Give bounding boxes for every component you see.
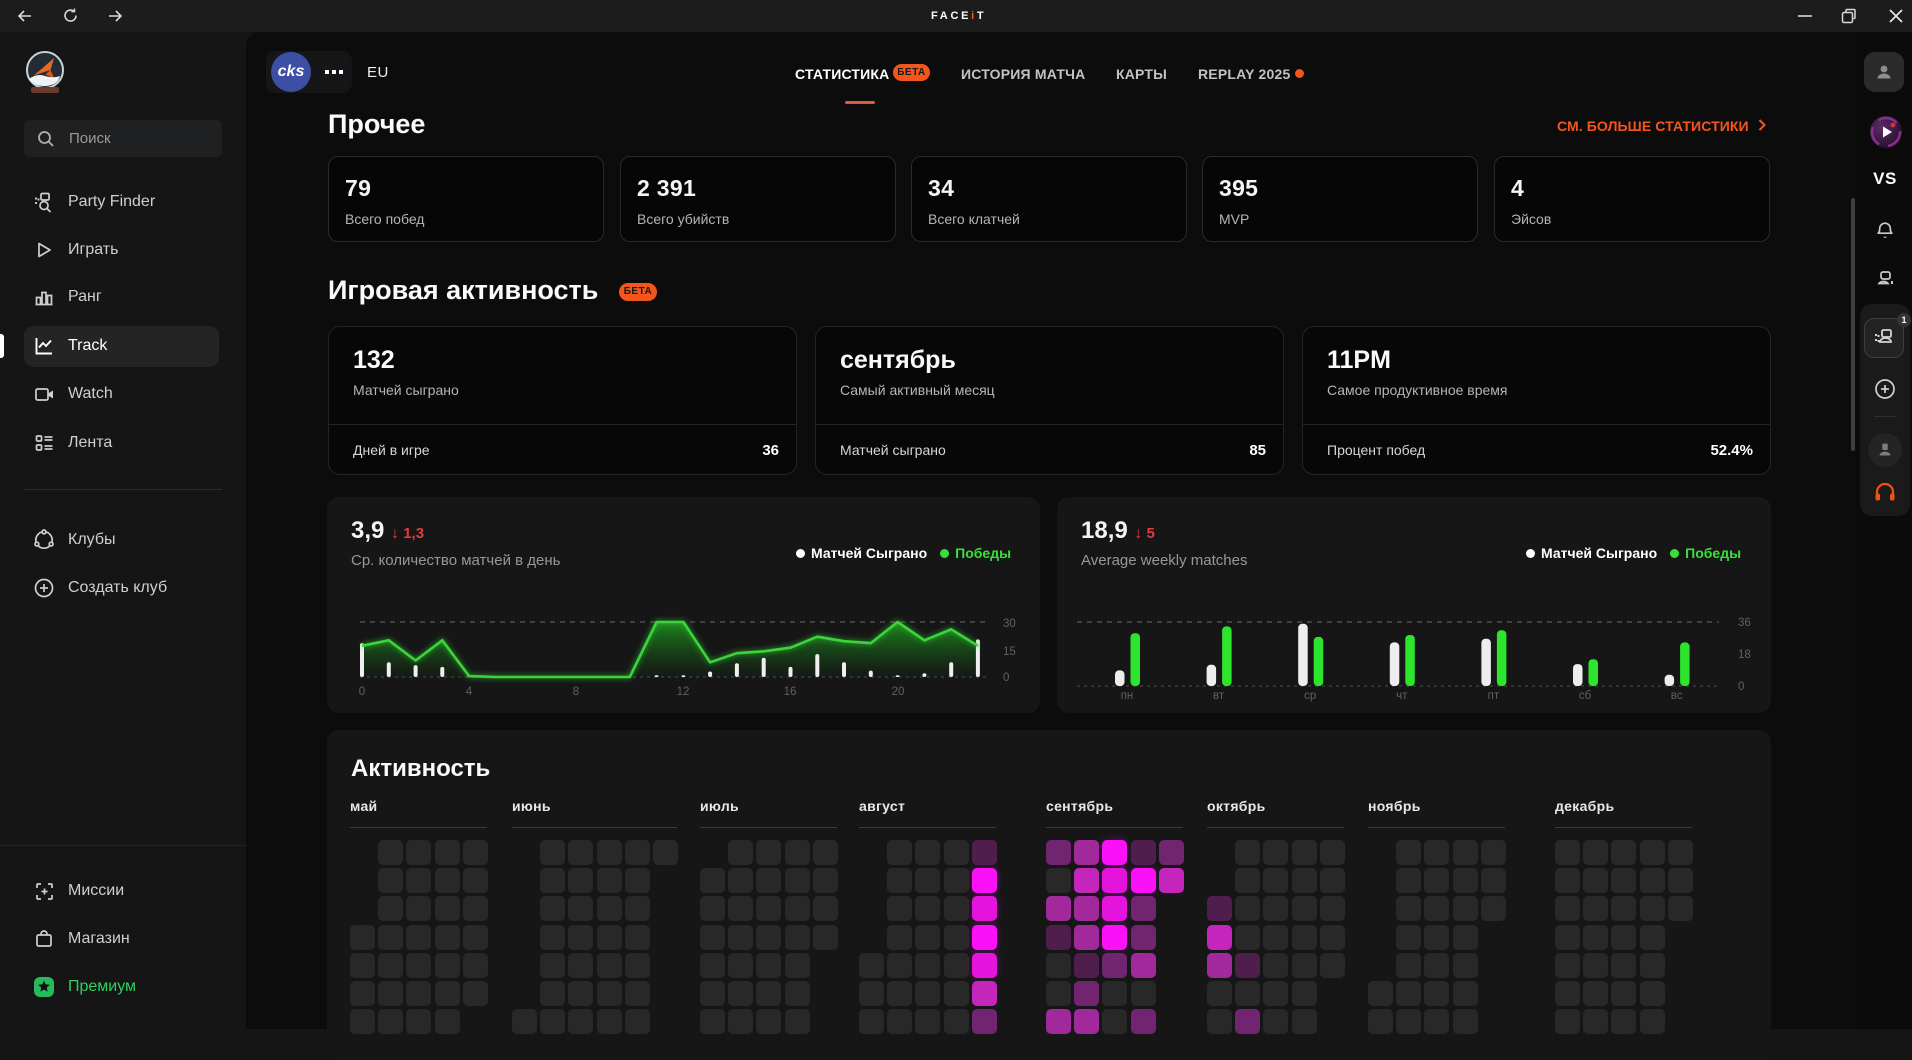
svg-text:чт: чт	[1396, 690, 1408, 702]
svg-text:пт: пт	[1488, 690, 1500, 702]
svg-text:16: 16	[784, 686, 797, 698]
svg-text:вс: вс	[1671, 690, 1683, 702]
svg-text:20: 20	[892, 686, 905, 698]
svg-text:вт: вт	[1213, 690, 1225, 702]
svg-text:36: 36	[1738, 617, 1751, 629]
svg-text:30: 30	[1003, 618, 1016, 630]
svg-text:8: 8	[573, 686, 579, 698]
svg-text:ср: ср	[1304, 690, 1316, 702]
svg-text:сб: сб	[1579, 690, 1592, 702]
svg-text:0: 0	[1003, 672, 1009, 684]
svg-text:0: 0	[359, 686, 365, 698]
svg-text:15: 15	[1003, 646, 1016, 658]
svg-text:пн: пн	[1121, 690, 1134, 702]
svg-text:12: 12	[677, 686, 690, 698]
svg-text:18: 18	[1738, 649, 1751, 661]
svg-text:4: 4	[466, 686, 473, 698]
svg-text:0: 0	[1738, 681, 1744, 693]
